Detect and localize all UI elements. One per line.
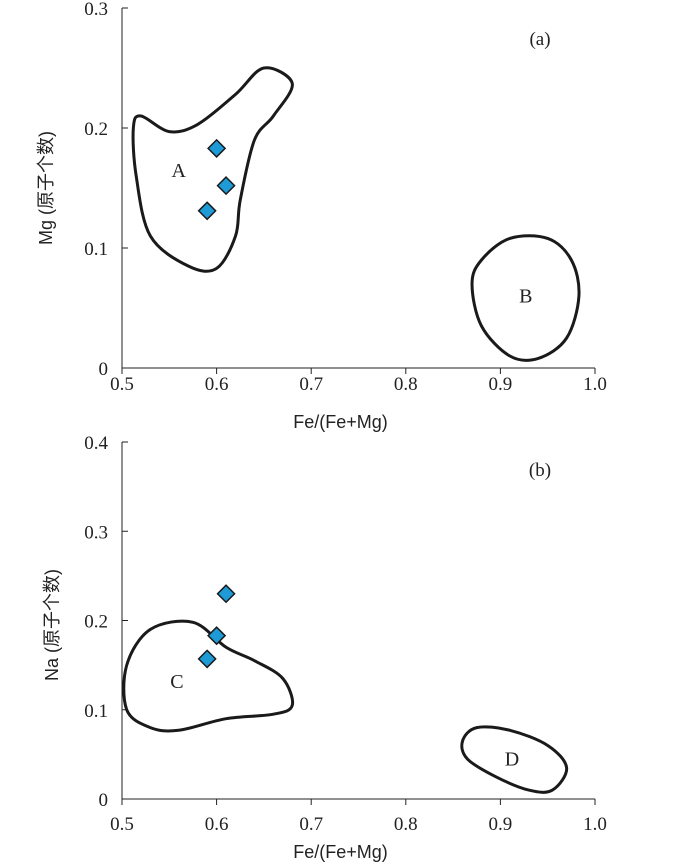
region-c-label: C: [170, 671, 183, 693]
data-point: [207, 626, 227, 646]
y-tick-label: 0.3: [84, 522, 108, 543]
x-tick-label: 0.8: [394, 814, 418, 835]
x-tick-label: 0.5: [110, 814, 134, 835]
y-axis-label: Mg (原子个数): [36, 131, 56, 245]
y-tick-label: 0: [99, 359, 109, 380]
x-tick-label: 0.5: [110, 374, 134, 395]
panel-label: (b): [529, 460, 551, 481]
x-tick-label: 0.9: [489, 814, 513, 835]
x-tick-label: 1.0: [583, 814, 607, 835]
x-tick-label: 0.7: [299, 374, 323, 395]
data-point: [216, 584, 236, 604]
x-tick-label: 0.9: [489, 374, 513, 395]
x-tick-label: 0.6: [205, 814, 229, 835]
y-tick-label: 0.3: [84, 0, 108, 20]
x-tick-label: 0.8: [394, 374, 418, 395]
x-tick-label: 0.6: [205, 374, 229, 395]
region-a-label: A: [172, 160, 187, 182]
x-tick-label: 1.0: [583, 374, 607, 395]
y-axis-label: Na (原子个数): [42, 569, 62, 681]
region-b-label: B: [519, 286, 532, 308]
data-point: [207, 138, 227, 158]
y-tick-label: 0.2: [84, 612, 108, 633]
panel-label: (a): [529, 29, 550, 50]
y-tick-label: 0.1: [84, 701, 108, 722]
x-tick-label: 0.7: [299, 814, 323, 835]
y-tick-label: 0.2: [84, 119, 108, 140]
y-tick-label: 0.1: [84, 239, 108, 260]
x-axis-label: Fe/(Fe+Mg): [293, 412, 388, 432]
data-point: [197, 649, 217, 669]
x-axis-label: Fe/(Fe+Mg): [293, 842, 388, 862]
region-b-outline: [470, 234, 581, 362]
panel-a: 0.5 0.6 0.7 0.8 0.9 1.0 0 0.1 0.2 0.3 Fe/(Fe+Mg) Mg…: [36, 0, 607, 432]
data-point: [216, 176, 236, 196]
region-c-outline: [122, 619, 295, 733]
region-a-outline: [131, 66, 294, 273]
y-tick-label: 0: [99, 790, 109, 811]
region-d-label: D: [505, 749, 519, 771]
region-d-outline: [460, 725, 569, 794]
data-point: [197, 201, 217, 221]
y-tick-label: 0.4: [84, 433, 108, 454]
panel-b: 0.5 0.6 0.7 0.8 0.9 1.0 0 0.1 0.2 0.3 0.4 Fe/(Fe+Mg…: [42, 433, 607, 862]
